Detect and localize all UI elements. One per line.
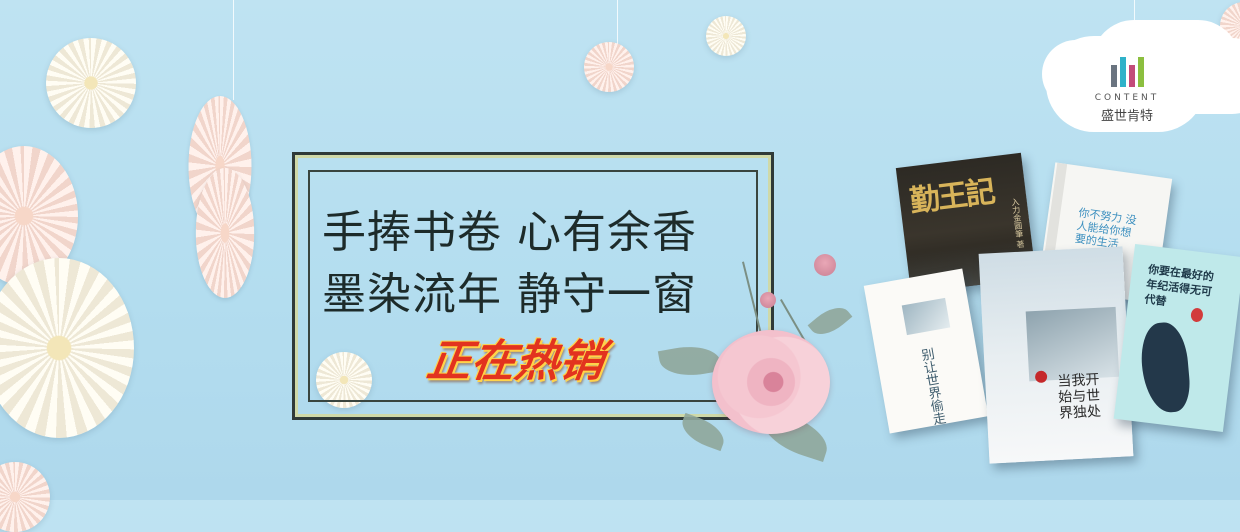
book-dolphin-art — [1138, 320, 1193, 415]
book-cover-photo — [901, 297, 951, 336]
hanging-string — [617, 0, 618, 50]
paper-fan-decoration — [316, 352, 372, 408]
book-cover-dangwo[interactable]: 当我开始与世界独处 — [978, 246, 1134, 464]
flower-leaf — [807, 299, 853, 343]
paper-fan-decoration — [1220, 2, 1240, 50]
book-title: 勤王記 — [907, 174, 996, 220]
flower-bud — [760, 292, 776, 308]
paper-fan-decoration — [195, 168, 255, 298]
paper-fan-decoration — [584, 42, 634, 92]
peony-flower — [712, 330, 830, 434]
banner-frame-inner — [308, 170, 758, 402]
brand-logo[interactable]: CONTENT 盛世肯特 — [1052, 40, 1202, 136]
paper-fan-decoration — [46, 38, 136, 128]
banner-frame — [292, 152, 774, 420]
book-cover-bierang[interactable]: 别让世界偷走你 — [863, 268, 989, 434]
book-red-seal — [1034, 370, 1048, 384]
book-title: 你要在最好的年纪活得无可代替 — [1143, 262, 1215, 309]
logo-text-en: CONTENT — [1094, 93, 1160, 103]
headline-line-2: 墨染流年 静守一窗 — [322, 269, 697, 320]
logo-text-cn: 盛世肯特 — [1100, 109, 1153, 124]
book-title: 你不努力 没人能给你想要的生活 — [1074, 206, 1138, 251]
hanging-string — [1134, 0, 1135, 36]
paper-fan-decoration — [0, 462, 50, 532]
book-cover-nizuihao[interactable]: 你要在最好的年纪活得无可代替 — [1113, 243, 1240, 433]
headline-line-1: 手捧书卷 心有余香 — [322, 207, 697, 258]
book-title: 当我开始与世界独处 — [1056, 371, 1102, 422]
logo-cloud — [1046, 36, 1206, 132]
flower-bud — [814, 254, 836, 276]
paper-fan-decoration — [0, 258, 134, 438]
sale-badge: 正在热销 — [423, 336, 607, 387]
book-balloon-art — [1190, 307, 1204, 323]
logo-icon — [1110, 57, 1144, 87]
book-title: 别让世界偷走你 — [917, 346, 949, 434]
paper-fan-decoration — [706, 16, 746, 56]
hanging-string — [233, 0, 234, 100]
